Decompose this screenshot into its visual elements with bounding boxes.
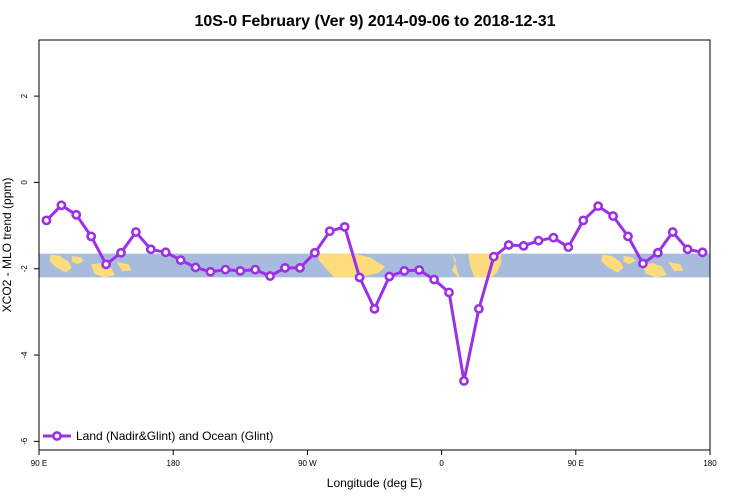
data-point [503, 240, 514, 250]
x-tick-label: 90 E [568, 459, 584, 468]
data-point [608, 211, 618, 221]
series-layer [41, 200, 708, 386]
data-point [339, 221, 350, 232]
series-line [45, 203, 703, 383]
data-point [354, 272, 365, 283]
land-area [317, 253, 385, 278]
data-point [369, 303, 380, 314]
data-point [250, 264, 261, 275]
y-axis-ticks: 2 0 -2 -4 -6 [20, 93, 39, 445]
data-point [563, 242, 574, 253]
land-area [668, 261, 684, 272]
data-point [414, 265, 425, 275]
land-area [452, 253, 460, 278]
data-point [41, 215, 52, 226]
data-point [56, 200, 67, 211]
y-tick-label: 2 [20, 93, 29, 98]
data-point [131, 227, 141, 237]
data-point [309, 247, 320, 258]
data-point [399, 265, 410, 276]
x-tick-label: 180 [167, 459, 181, 468]
data-point [86, 231, 97, 242]
data-point [324, 226, 335, 237]
data-point [548, 232, 559, 243]
data-point [459, 376, 469, 386]
data-point [652, 247, 663, 258]
x-tick-label: 180 [703, 459, 717, 468]
background-map-band [39, 253, 710, 278]
land-area [49, 254, 72, 273]
x-tick-label: 0 [439, 459, 444, 468]
data-point [682, 244, 693, 255]
data-point [638, 258, 648, 269]
x-tick-label: 90 W [298, 459, 317, 468]
data-point [429, 274, 440, 285]
data-point [473, 303, 484, 314]
data-point [71, 209, 82, 220]
chart-title: 10S-0 February (Ver 9) 2014-09-06 to 201… [194, 13, 555, 30]
y-axis-label: XCO2 - MLO trend (ppm) [0, 178, 14, 313]
data-point [623, 231, 633, 242]
data-point [667, 227, 678, 237]
y-tick-label: 0 [20, 180, 29, 185]
data-point [593, 201, 604, 212]
data-point [295, 262, 305, 273]
data-point [578, 215, 589, 226]
data-point [160, 247, 171, 258]
data-point [697, 247, 708, 258]
land-area [71, 256, 84, 265]
data-point [190, 262, 201, 273]
data-point [116, 247, 126, 258]
data-point [280, 262, 290, 273]
y-tick-label: -2 [20, 265, 29, 273]
data-point [518, 240, 529, 251]
data-point [145, 244, 156, 255]
legend-entry-label: Land (Nadir&Glint) and Ocean (Glint) [76, 429, 273, 443]
data-point [488, 251, 499, 262]
data-point [265, 271, 276, 281]
data-point [220, 264, 231, 275]
land-area [601, 254, 624, 273]
data-point [444, 287, 454, 298]
data-point [175, 255, 186, 266]
plot-frame [38, 39, 711, 451]
data-point [205, 266, 216, 277]
data-point [235, 265, 246, 276]
land-area [116, 261, 132, 272]
data-point [101, 259, 111, 270]
y-tick-label: -6 [20, 437, 29, 445]
land-area [642, 263, 667, 278]
x-axis-label: Longitude (deg E) [327, 476, 422, 490]
y-tick-label: -4 [20, 351, 29, 359]
x-axis-ticks: 90 E 180 90 W 0 90 E 180 [31, 450, 717, 468]
x-tick-label: 90 E [31, 459, 47, 468]
legend-marker-swatch [52, 431, 62, 441]
legend: Land (Nadir&Glint) and Ocean (Glint) [43, 429, 273, 443]
land-area [623, 256, 636, 265]
data-point [533, 235, 544, 246]
data-point [384, 271, 395, 282]
